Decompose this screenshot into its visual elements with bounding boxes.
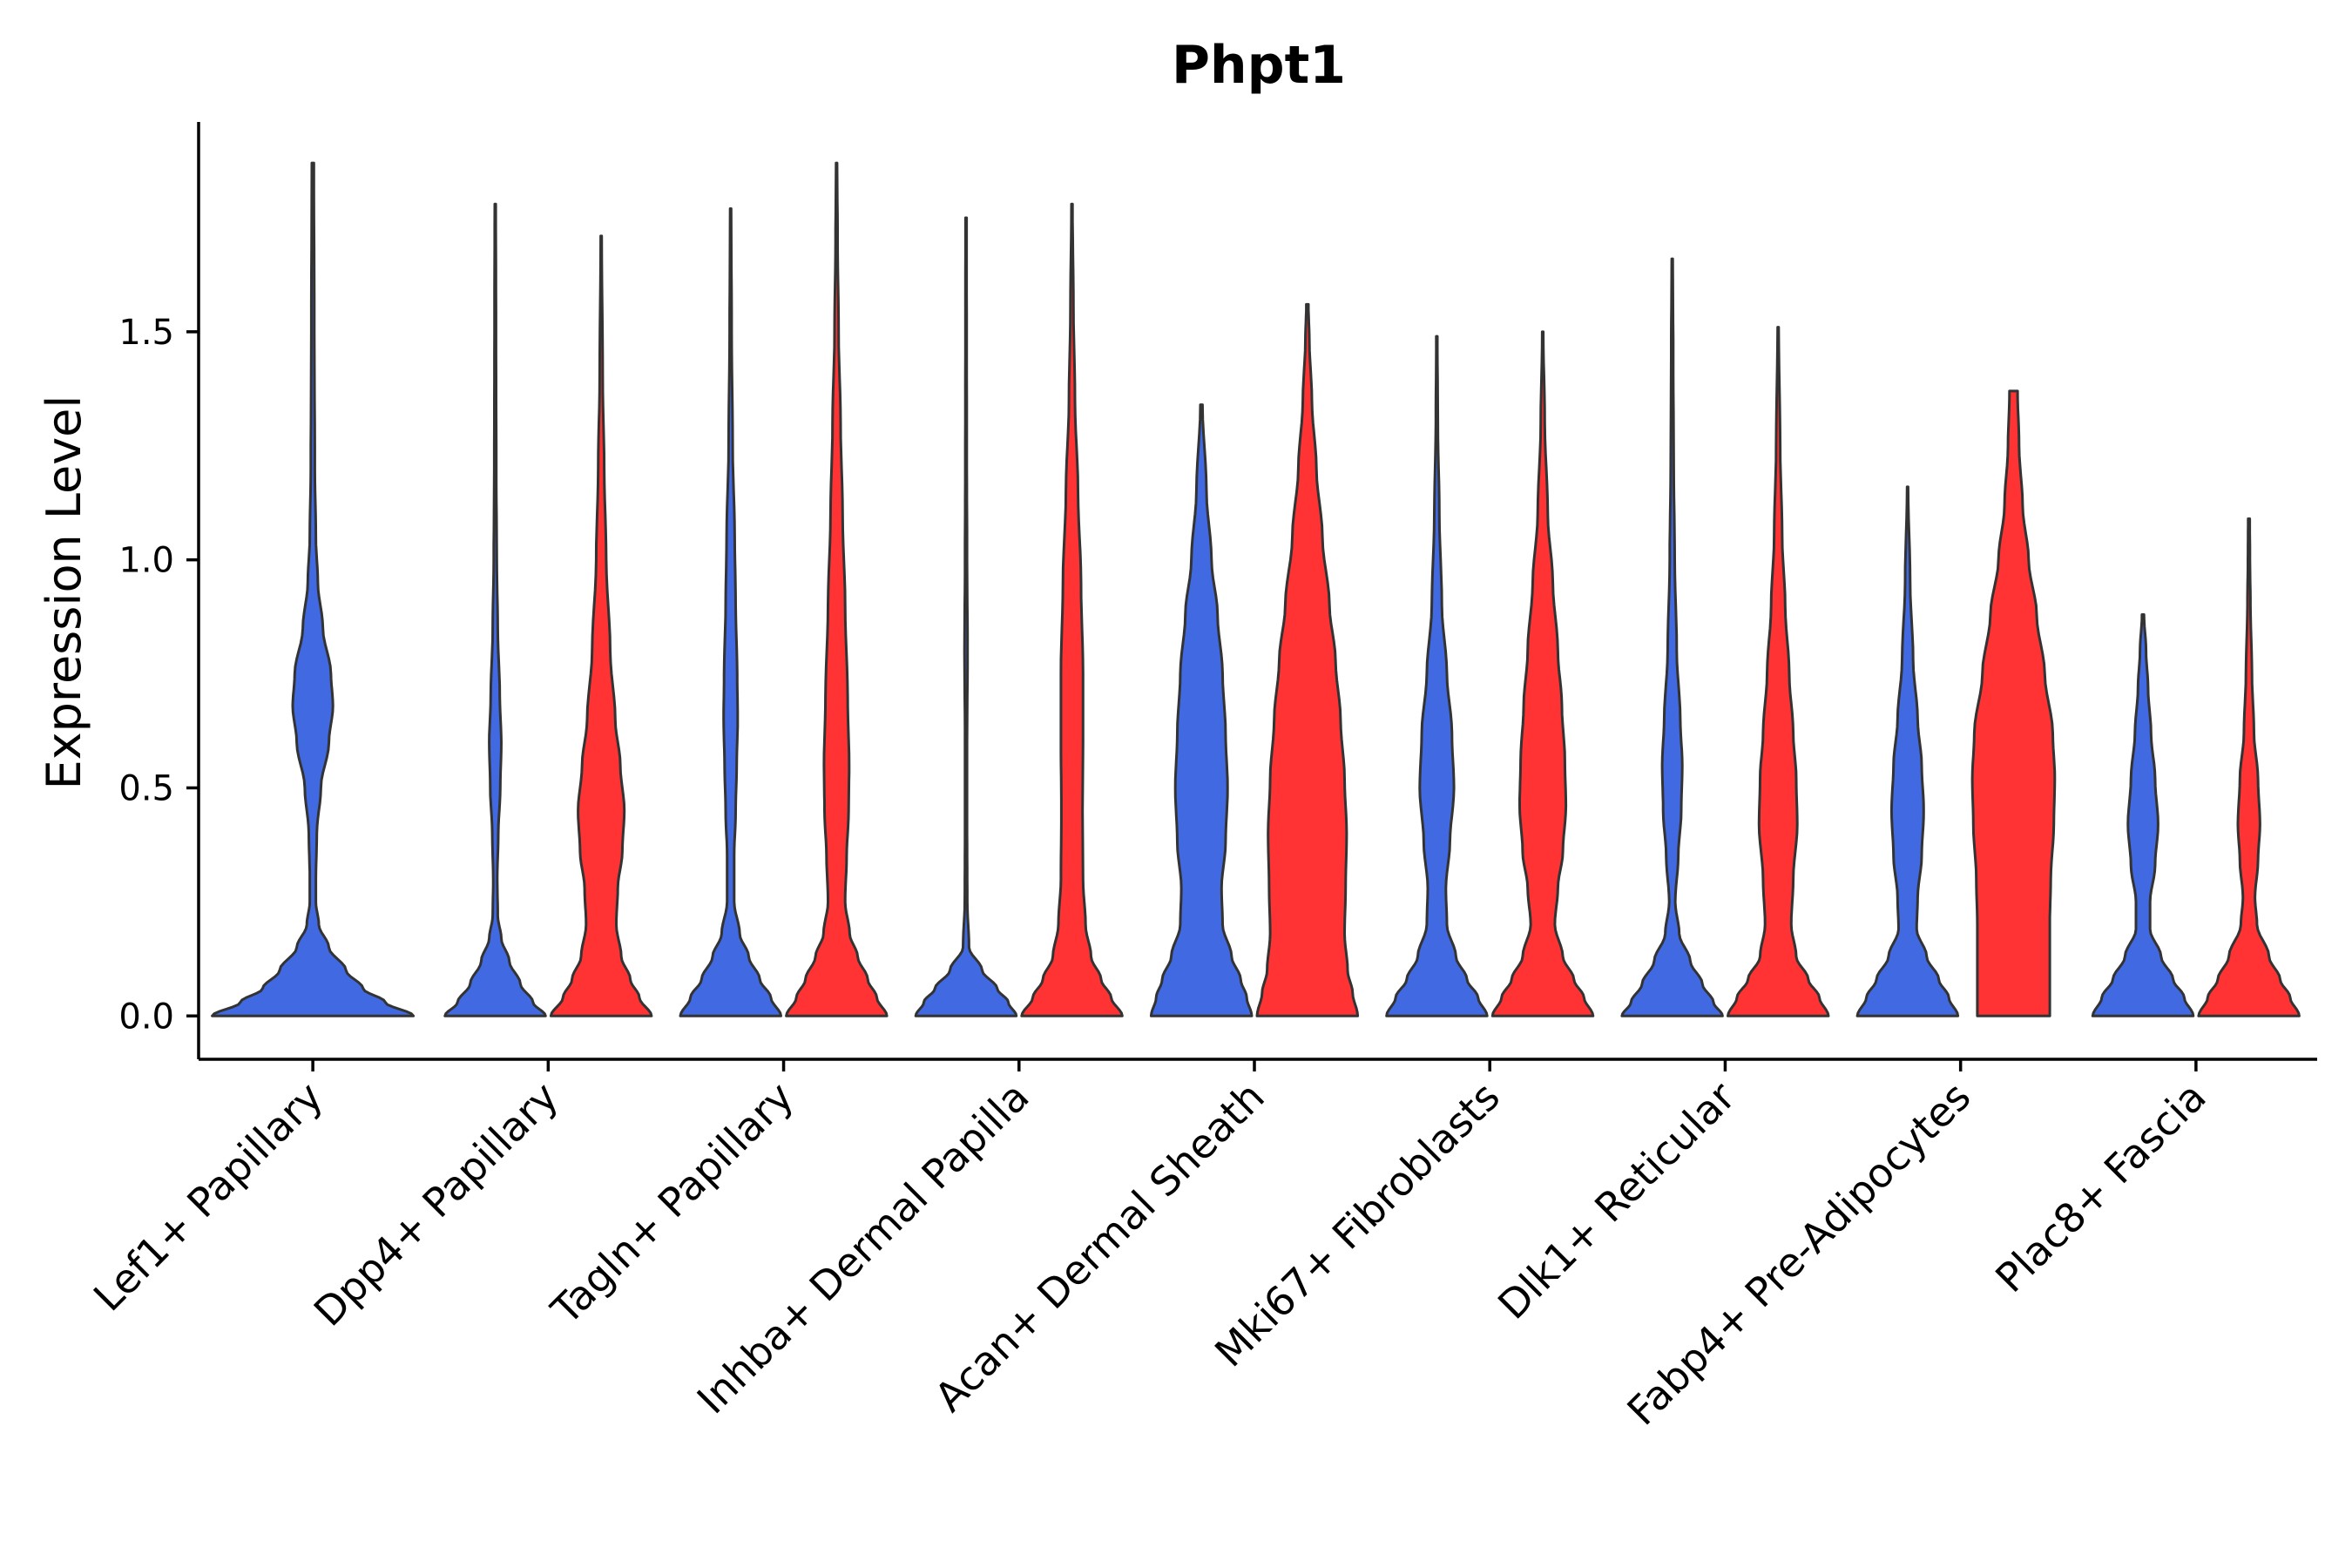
violin-blue-8 xyxy=(1855,485,1960,1017)
y-tick-label: 0.5 xyxy=(118,768,174,808)
violin-blue-1 xyxy=(211,161,416,1017)
y-tick-label: 1.0 xyxy=(118,541,174,581)
x-tick-label: Dlk1+ Reticular xyxy=(1489,1073,1744,1328)
x-tick-label: Dpp4+ Papillary xyxy=(305,1073,567,1335)
violin-blue-9 xyxy=(2091,613,2195,1017)
violin-blue-3 xyxy=(679,207,782,1017)
violin-red-4 xyxy=(1020,202,1124,1017)
y-tick-label: 0.0 xyxy=(118,997,174,1037)
violin-blue-7 xyxy=(1620,257,1724,1017)
violin-series-group xyxy=(211,161,2301,1017)
x-tick-label: Lef1+ Papillary xyxy=(84,1073,332,1321)
violin-red-3 xyxy=(785,161,889,1017)
violin-blue-5 xyxy=(1149,403,1254,1017)
violin-blue-2 xyxy=(443,202,547,1017)
violin-blue-6 xyxy=(1385,335,1489,1017)
violin-red-8 xyxy=(1970,389,2057,1017)
y-tick-label: 1.5 xyxy=(118,313,174,353)
chart-title: Phpt1 xyxy=(1172,35,1346,96)
y-axis-label: Expression Level xyxy=(37,395,91,790)
x-tick-label: Tagln+ Papillary xyxy=(542,1073,803,1335)
violin-red-2 xyxy=(549,234,653,1017)
violin-red-5 xyxy=(1255,302,1360,1017)
x-tick-label: Plac8+ Fascia xyxy=(1986,1073,2214,1301)
y-axis: 0.0 0.5 1.0 1.5 xyxy=(118,122,200,1059)
violin-red-7 xyxy=(1727,326,1830,1017)
violin-red-9 xyxy=(2197,517,2301,1017)
violin-red-6 xyxy=(1490,330,1595,1017)
violin-blue-4 xyxy=(914,216,1018,1017)
